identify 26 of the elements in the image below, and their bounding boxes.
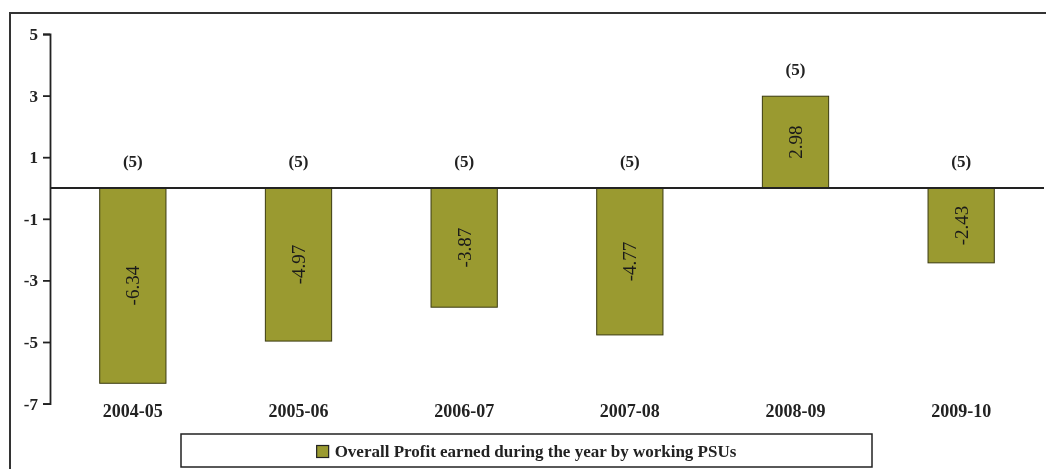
data-label: -4.97 [288, 244, 309, 285]
annotation: (5) [122, 151, 143, 171]
annotation: (5) [454, 151, 475, 171]
y-tick-label: 3 [29, 86, 38, 106]
data-label: -3.87 [453, 227, 475, 268]
y-tick-label: 1 [29, 148, 38, 168]
annotation: (5) [619, 151, 640, 171]
x-tick-label: 2004-05 [102, 400, 163, 421]
legend-label: Overall Profit earned during the year by working PSUs [334, 442, 737, 461]
annotation: (5) [785, 59, 806, 79]
x-tick-label: 2005-06 [268, 400, 329, 421]
data-label: 2.98 [785, 125, 806, 159]
x-tick-label: 2009-10 [931, 400, 992, 421]
y-tick-label: -3 [23, 271, 38, 291]
data-label: -4.77 [619, 241, 641, 282]
x-tick-label: 2006-07 [434, 400, 495, 421]
y-tick-label: -1 [23, 209, 38, 229]
y-tick-label: 5 [29, 24, 38, 44]
annotation: (5) [288, 151, 309, 171]
y-tick-label: -7 [23, 394, 39, 414]
y-tick-label: -5 [23, 332, 38, 352]
data-label: -2.43 [950, 205, 972, 246]
x-tick-label: 2007-08 [599, 400, 660, 421]
data-label: -6.34 [122, 265, 144, 306]
annotation: (5) [951, 151, 972, 171]
x-tick-label: 2008-09 [765, 400, 826, 421]
